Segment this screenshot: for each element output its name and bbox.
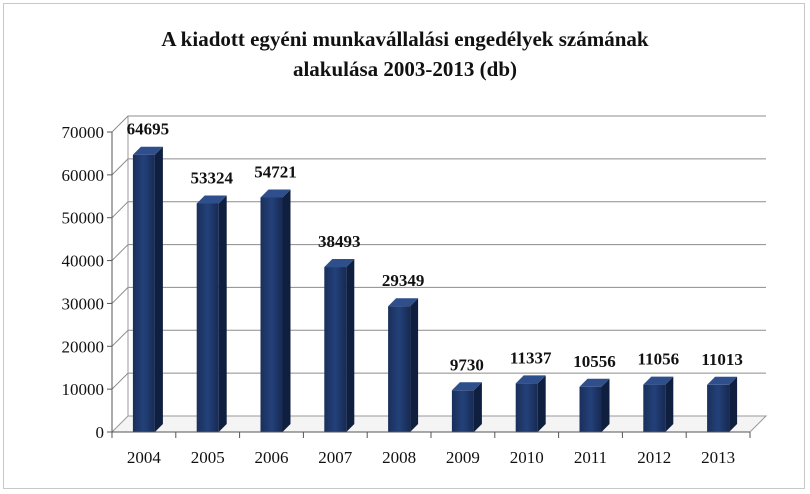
bar-side	[537, 375, 546, 432]
data-label: 53324	[190, 168, 233, 187]
bars	[132, 146, 738, 432]
bar-front	[579, 386, 602, 432]
bar-top	[643, 376, 674, 385]
y-tick-label: 70000	[62, 123, 105, 142]
bar-top	[451, 382, 482, 391]
bar-side	[601, 378, 610, 432]
bar	[324, 259, 355, 432]
gridline	[111, 115, 766, 133]
bar	[515, 375, 546, 432]
bar-top	[579, 378, 610, 387]
bar-front	[515, 383, 538, 432]
bar-front	[132, 154, 155, 432]
gridline	[111, 329, 766, 347]
data-label: 38493	[318, 232, 361, 251]
x-tick-label: 2013	[701, 448, 735, 467]
x-tick-label: 2007	[318, 448, 353, 467]
x-tick-label: 2010	[510, 448, 544, 467]
bar-top	[388, 298, 419, 307]
y-tick-label: 60000	[62, 166, 105, 185]
y-tick-label: 40000	[62, 252, 105, 271]
bar-side	[729, 376, 738, 432]
gridline	[111, 286, 766, 304]
x-tick-label: 2004	[127, 448, 162, 467]
bar	[260, 189, 291, 432]
y-tick-label: 0	[96, 423, 105, 442]
y-axis: 0 10000 20000 30000 40000 50000 60000 70000	[62, 123, 113, 442]
data-label: 29349	[382, 271, 425, 290]
gridline	[111, 158, 766, 176]
data-label: 9730	[450, 355, 484, 374]
bar-top	[515, 375, 546, 384]
bar	[707, 376, 738, 432]
bar-top	[132, 146, 163, 155]
chart-title: A kiadott egyéni munkavállalási engedély…	[0, 24, 810, 84]
x-tick-label: 2009	[446, 448, 480, 467]
y-tick-label: 20000	[62, 337, 105, 356]
data-label: 11013	[701, 350, 743, 369]
gridline	[111, 244, 766, 261]
chart-title-line-1: A kiadott egyéni munkavállalási engedély…	[161, 27, 649, 51]
data-label: 54721	[254, 162, 297, 181]
bar-side	[665, 376, 674, 432]
bar-front	[707, 384, 730, 432]
x-tick-label: 2008	[382, 448, 416, 467]
gridlines	[111, 115, 766, 390]
data-label: 10556	[573, 352, 616, 371]
gridline	[111, 372, 766, 390]
bar-front	[260, 197, 283, 432]
y-tick-label: 50000	[62, 209, 105, 228]
bar	[132, 146, 163, 432]
bar-side	[473, 382, 482, 432]
bar-side	[410, 298, 419, 432]
data-label: 64695	[127, 120, 170, 139]
bar-front	[388, 306, 411, 432]
data-label: 11056	[638, 350, 680, 369]
data-label: 11337	[510, 348, 552, 367]
bar-front	[324, 267, 347, 432]
bar	[196, 195, 227, 432]
bar	[451, 382, 482, 432]
data-labels: 64695 53324 54721 38493 29349 9730 11337 10556 1…	[127, 120, 743, 375]
bar-top	[260, 189, 291, 198]
x-tick-label: 2006	[255, 448, 289, 467]
x-tick-label: 2012	[637, 448, 671, 467]
x-tick-label: 2011	[574, 448, 607, 467]
bar-front	[451, 390, 474, 432]
gridline	[111, 201, 766, 219]
y-tick-label: 30000	[62, 294, 105, 313]
x-tick-label: 2005	[191, 448, 225, 467]
bar-side	[346, 259, 355, 432]
bar-side	[154, 146, 163, 432]
bar-front	[196, 203, 219, 432]
bar	[579, 378, 610, 432]
bar	[643, 376, 674, 432]
bar-top	[196, 195, 227, 204]
chart-title-line-2: alakulása 2003-2013 (db)	[292, 57, 518, 81]
x-axis: 2004 2005 2006 2007 2008 2009 2010 2011 2012 2013	[111, 431, 751, 467]
bar-top	[324, 259, 355, 268]
bar-front	[643, 384, 666, 432]
bar	[388, 298, 419, 432]
bar-side	[218, 195, 227, 432]
y-tick-label: 10000	[62, 380, 105, 399]
bar-top	[707, 376, 738, 385]
bar-side	[282, 189, 291, 432]
